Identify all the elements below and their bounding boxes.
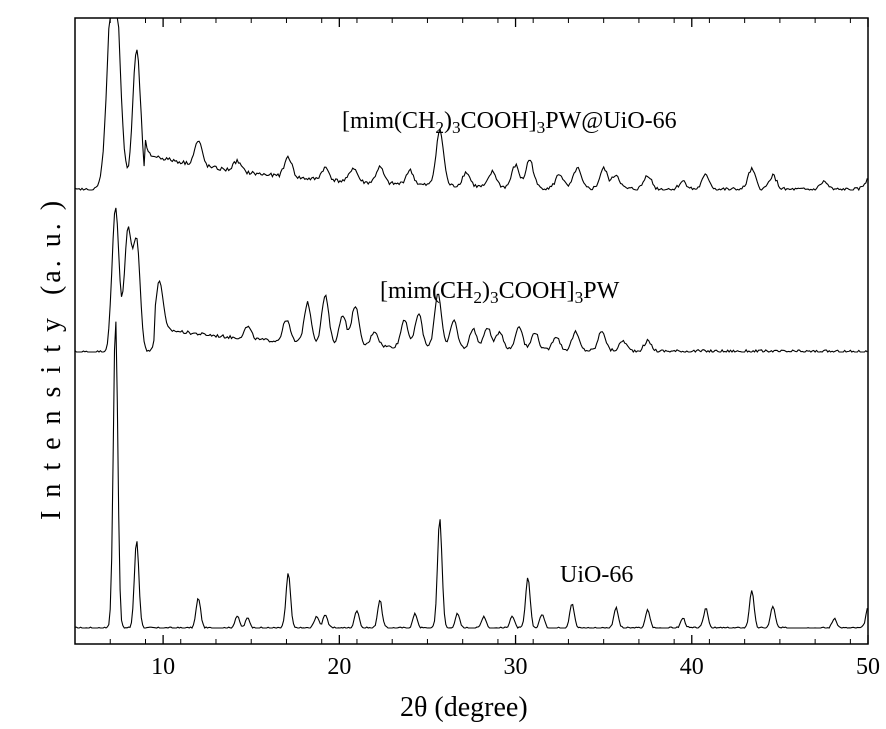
x-axis-label: 2θ (degree) <box>400 692 528 724</box>
y-axis-label: I n t e n s i t y (a. u. ) <box>36 198 68 520</box>
svg-text:20: 20 <box>327 654 351 680</box>
svg-text:50: 50 <box>856 654 880 680</box>
svg-text:10: 10 <box>151 654 175 680</box>
xrd-chart: 10 20 30 40 50 I n t e n s i t y (a. u. ) 2θ… <box>0 0 886 729</box>
series-label-mimpw: [mim(CH2)3COOH]3PW <box>380 278 619 308</box>
series-label-uio66: UiO-66 <box>560 562 633 589</box>
series-label-mimpw-uio66: [mim(CH2)3COOH]3PW@UiO-66 <box>342 108 677 138</box>
svg-text:40: 40 <box>680 654 704 680</box>
svg-text:30: 30 <box>504 654 528 680</box>
